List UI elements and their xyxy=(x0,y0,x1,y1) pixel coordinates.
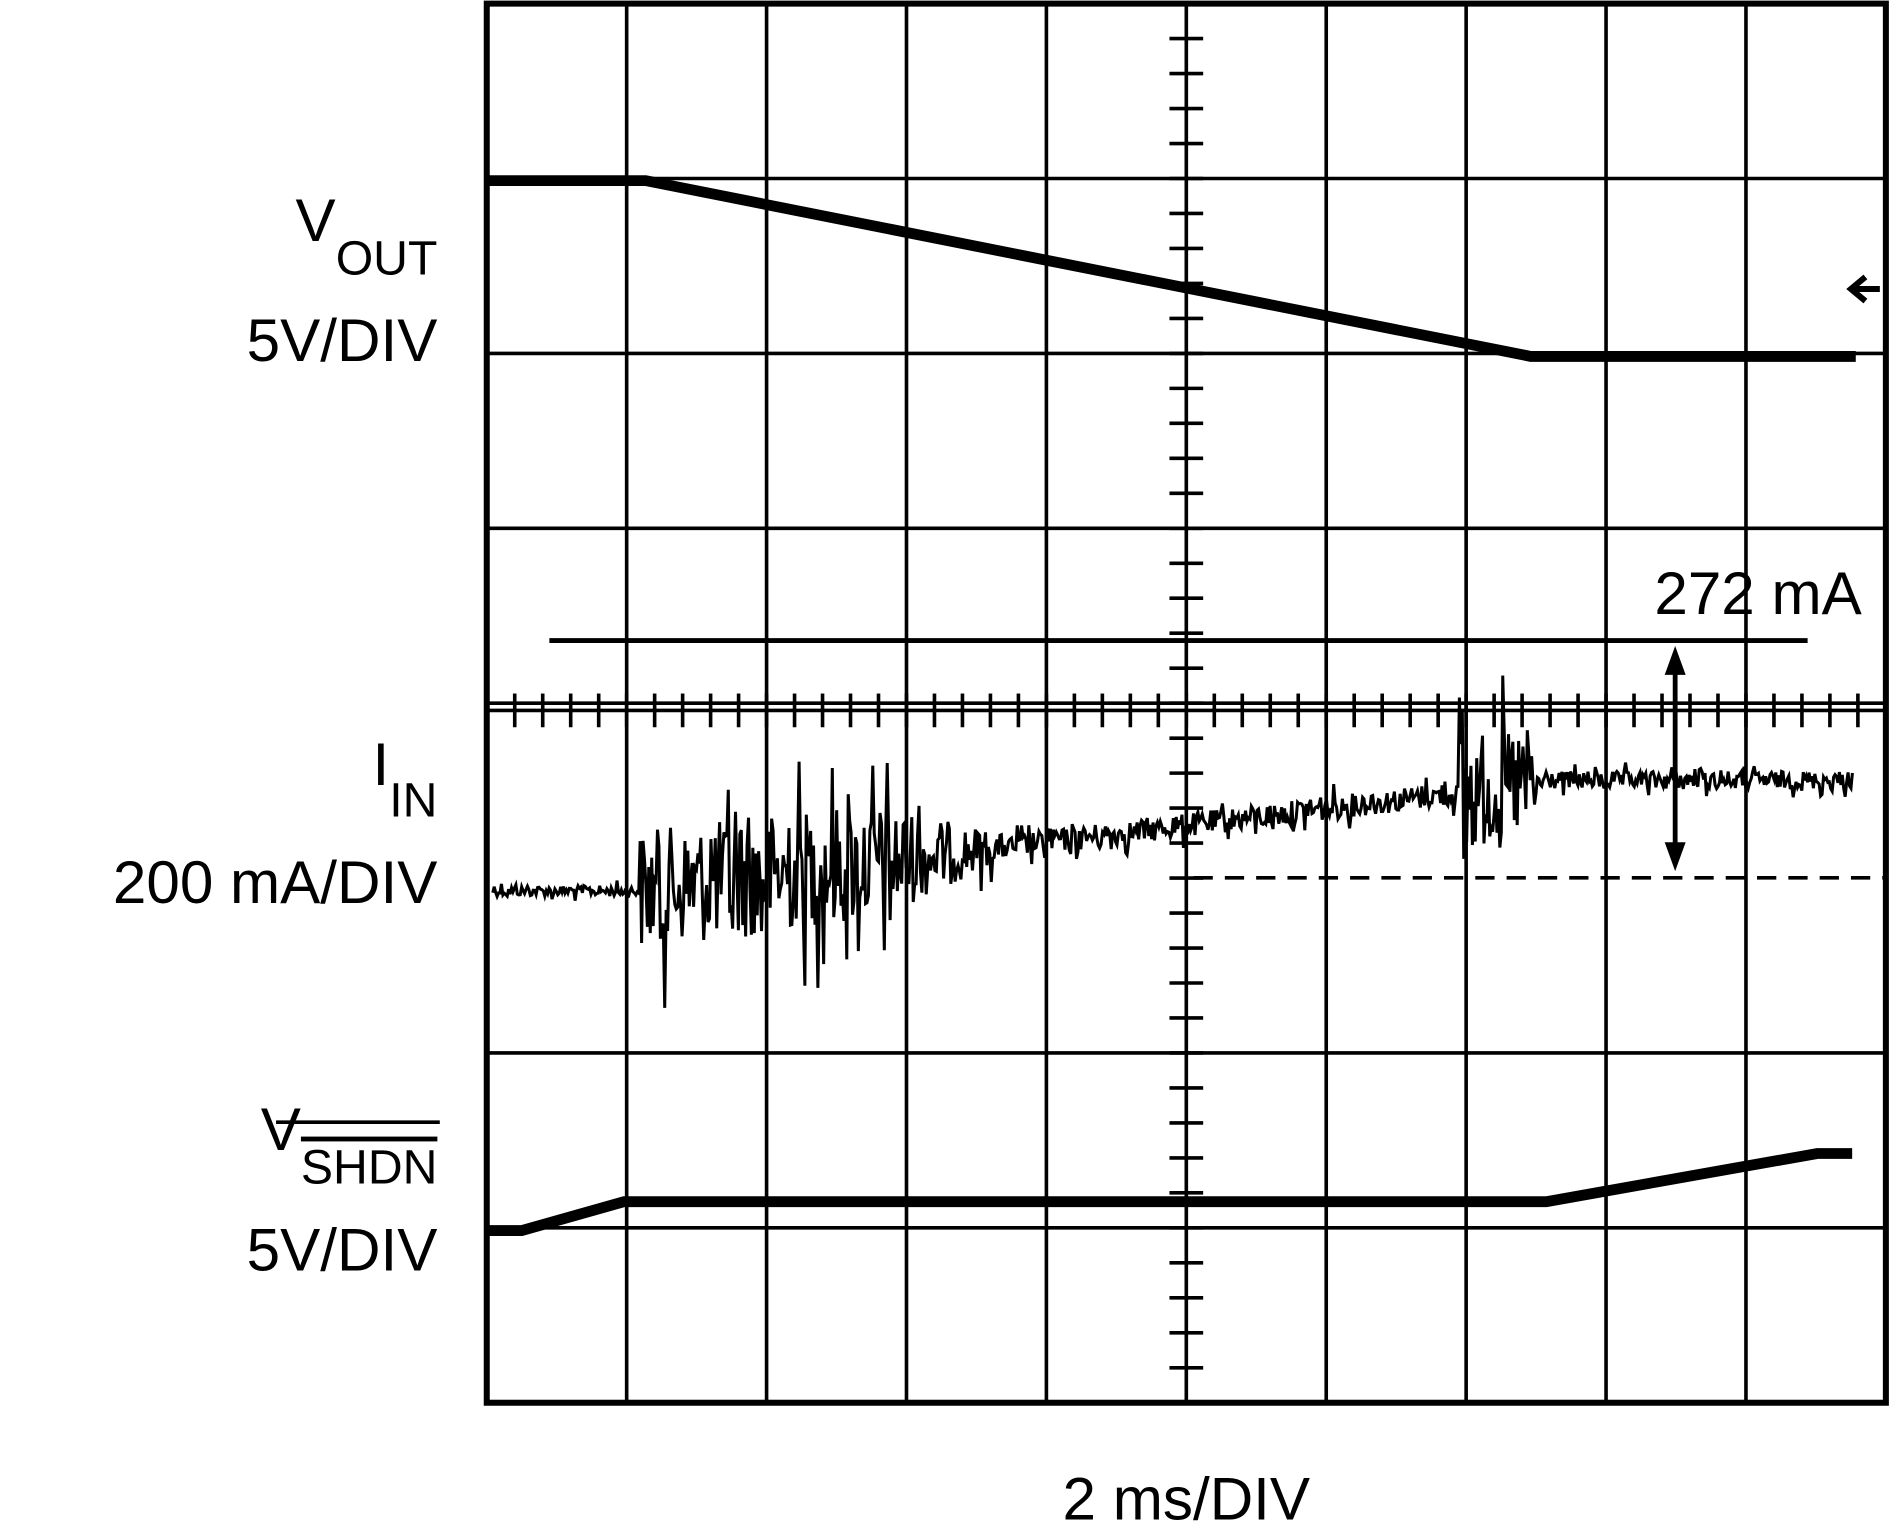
channel-subscript: IN xyxy=(389,773,437,827)
channel-label: VOUT xyxy=(296,187,438,286)
vout-trace xyxy=(487,181,1856,357)
channel-scale: 5V/DIV xyxy=(247,307,438,374)
channel-subscript: OUT xyxy=(336,232,438,286)
time-scale: 2 ms/DIV xyxy=(1063,1466,1310,1533)
measure-arrow xyxy=(1666,648,1685,870)
channel-scale: 200 mA/DIV xyxy=(113,849,437,916)
channel-symbol: I xyxy=(372,731,389,798)
peak-annotation: 272 mA xyxy=(1654,560,1862,627)
channel-label: IIN xyxy=(372,731,437,827)
channel-symbol: V xyxy=(296,187,336,254)
channel-scale: 5V/DIV xyxy=(247,1216,438,1283)
channel-label: VSHDN xyxy=(261,1096,438,1195)
channel-symbol: V xyxy=(261,1096,301,1163)
ground-marker xyxy=(1851,277,1880,301)
channel-subscript: SHDN xyxy=(301,1141,437,1195)
